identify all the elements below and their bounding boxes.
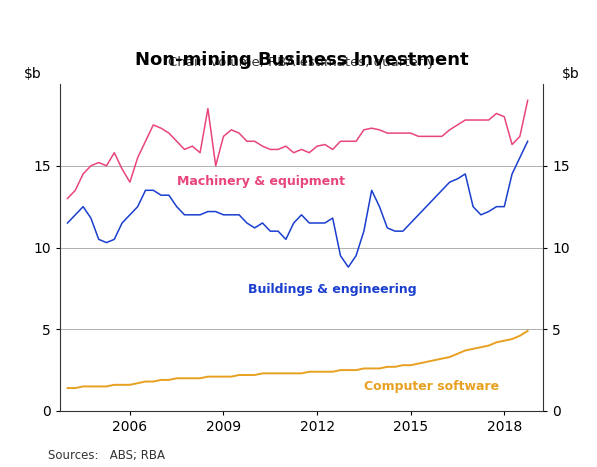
- Text: $b: $b: [562, 67, 580, 81]
- Text: Machinery & equipment: Machinery & equipment: [177, 176, 344, 188]
- Title: Non-mining Business Investment: Non-mining Business Investment: [135, 50, 468, 69]
- Text: Chain volume, RBA estimates, quarterly: Chain volume, RBA estimates, quarterly: [168, 57, 435, 70]
- Text: Computer software: Computer software: [364, 380, 499, 393]
- Text: $b: $b: [23, 67, 41, 81]
- Text: Buildings & engineering: Buildings & engineering: [248, 283, 417, 296]
- Text: Sources:   ABS; RBA: Sources: ABS; RBA: [48, 449, 165, 462]
